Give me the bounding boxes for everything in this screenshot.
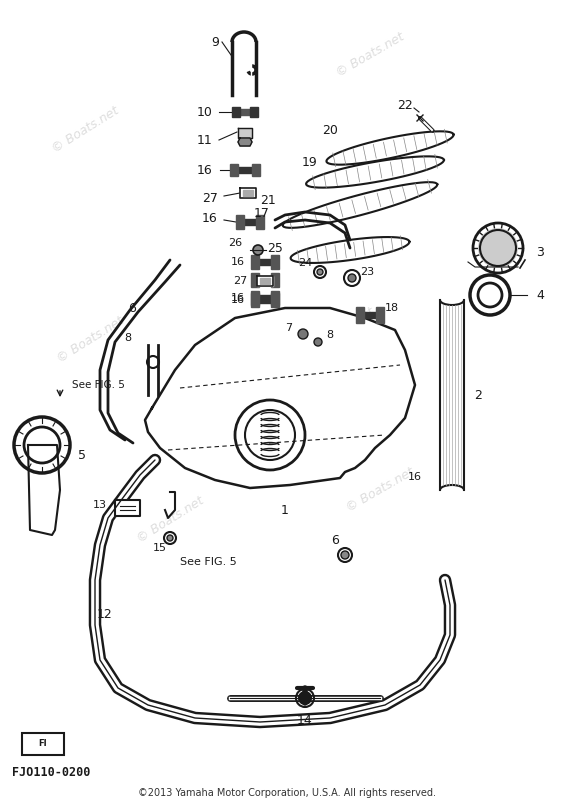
Text: 7: 7: [285, 323, 293, 333]
Circle shape: [299, 692, 311, 704]
Polygon shape: [243, 190, 253, 196]
Text: 17: 17: [254, 206, 270, 219]
Text: 27: 27: [202, 192, 218, 205]
Text: 16: 16: [231, 257, 245, 267]
Text: © Boats.net: © Boats.net: [334, 30, 407, 80]
Text: 6: 6: [331, 533, 339, 547]
Circle shape: [314, 338, 322, 346]
Polygon shape: [232, 107, 240, 117]
Polygon shape: [271, 273, 279, 287]
Circle shape: [317, 269, 323, 275]
Text: 11: 11: [197, 133, 213, 146]
Polygon shape: [252, 164, 260, 176]
Circle shape: [478, 228, 518, 268]
Text: 16: 16: [408, 472, 422, 482]
Text: 25: 25: [267, 242, 283, 255]
Text: 18: 18: [385, 303, 399, 313]
Circle shape: [298, 329, 308, 339]
Text: 16: 16: [197, 163, 213, 176]
Polygon shape: [283, 182, 437, 228]
Polygon shape: [251, 273, 259, 287]
Polygon shape: [255, 297, 275, 303]
Text: FI: FI: [39, 739, 47, 748]
Polygon shape: [251, 291, 259, 305]
Polygon shape: [238, 138, 252, 146]
Text: 5: 5: [78, 448, 86, 461]
Text: 16: 16: [231, 295, 245, 305]
Polygon shape: [255, 295, 275, 301]
Bar: [22, 733, 64, 755]
Text: 8: 8: [124, 333, 132, 343]
Text: 22: 22: [397, 99, 413, 112]
Text: 2: 2: [474, 388, 482, 401]
Circle shape: [167, 535, 173, 541]
Text: © Boats.net: © Boats.net: [344, 465, 416, 515]
Polygon shape: [271, 255, 279, 269]
Text: 19: 19: [302, 155, 318, 168]
Polygon shape: [255, 277, 275, 283]
Polygon shape: [234, 167, 256, 173]
Text: 4: 4: [536, 289, 544, 302]
Text: See FIG. 5: See FIG. 5: [72, 380, 125, 390]
Circle shape: [253, 245, 263, 255]
Polygon shape: [440, 300, 464, 490]
Text: 23: 23: [360, 267, 374, 277]
Polygon shape: [238, 128, 252, 138]
Polygon shape: [256, 215, 264, 229]
Polygon shape: [115, 500, 140, 516]
Polygon shape: [250, 107, 258, 117]
Text: FJO110-0200: FJO110-0200: [12, 766, 90, 780]
Text: ©2013 Yamaha Motor Corporation, U.S.A. All rights reserved.: ©2013 Yamaha Motor Corporation, U.S.A. A…: [138, 788, 436, 798]
Polygon shape: [236, 215, 244, 229]
Polygon shape: [230, 164, 238, 176]
Polygon shape: [251, 255, 259, 269]
Polygon shape: [238, 109, 252, 115]
Polygon shape: [240, 219, 260, 225]
Polygon shape: [290, 237, 409, 263]
Text: 13: 13: [93, 500, 107, 510]
Polygon shape: [376, 307, 384, 323]
Text: 21: 21: [260, 193, 276, 206]
Text: © Boats.net: © Boats.net: [49, 104, 121, 155]
Polygon shape: [271, 293, 279, 307]
Polygon shape: [240, 188, 256, 198]
Circle shape: [348, 274, 356, 282]
Text: 1: 1: [281, 503, 289, 516]
Polygon shape: [360, 312, 380, 318]
Circle shape: [341, 551, 349, 559]
Polygon shape: [327, 131, 454, 165]
Polygon shape: [28, 445, 60, 535]
Polygon shape: [145, 308, 415, 488]
Text: 26: 26: [228, 238, 242, 248]
Text: 15: 15: [153, 543, 167, 553]
Text: 16: 16: [202, 211, 218, 225]
Polygon shape: [260, 278, 270, 284]
Text: 20: 20: [322, 124, 338, 137]
Polygon shape: [257, 276, 273, 286]
Text: 9: 9: [211, 36, 219, 49]
Polygon shape: [271, 291, 279, 305]
Polygon shape: [255, 259, 275, 265]
Text: 27: 27: [233, 276, 247, 286]
Text: 24: 24: [298, 258, 312, 268]
Text: © Boats.net: © Boats.net: [54, 314, 126, 366]
Text: 14: 14: [297, 714, 313, 726]
Polygon shape: [251, 293, 259, 307]
Text: 6: 6: [128, 302, 136, 315]
Text: 10: 10: [197, 105, 213, 118]
Text: 12: 12: [97, 608, 113, 621]
Polygon shape: [356, 307, 364, 323]
Text: See FIG. 5: See FIG. 5: [180, 557, 237, 567]
Text: 16: 16: [231, 293, 245, 303]
Text: 3: 3: [536, 245, 544, 259]
Text: © Boats.net: © Boats.net: [134, 494, 206, 546]
Text: © Boats.net: © Boats.net: [304, 305, 376, 354]
Polygon shape: [306, 156, 444, 188]
Text: 8: 8: [327, 330, 334, 340]
